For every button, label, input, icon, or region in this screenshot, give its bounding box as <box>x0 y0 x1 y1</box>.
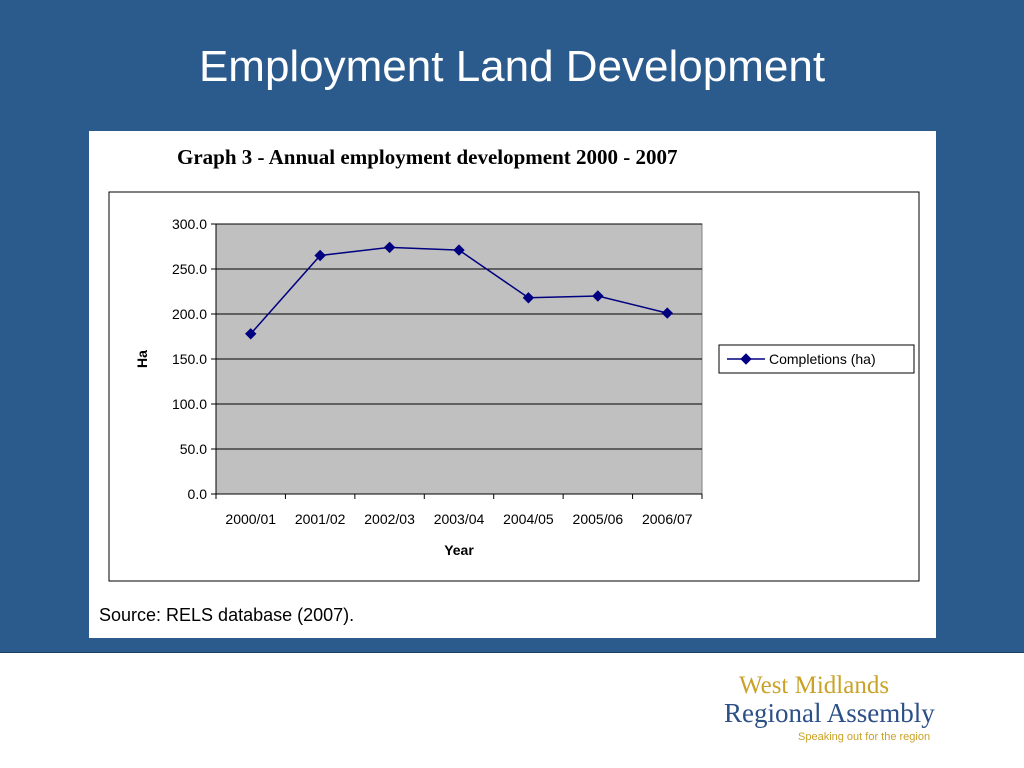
x-tick-label: 2002/03 <box>364 511 415 527</box>
y-tick-label: 300.0 <box>172 216 207 232</box>
y-axis-title: Ha <box>134 350 150 368</box>
x-tick-label: 2000/01 <box>225 511 276 527</box>
x-tick-label: 2006/07 <box>642 511 693 527</box>
data-point <box>314 249 326 262</box>
x-axis-title: Year <box>444 542 474 558</box>
graph-title: Graph 3 - Annual employment development … <box>177 145 678 169</box>
x-tick-label: 2005/06 <box>573 511 624 527</box>
data-point <box>592 290 604 302</box>
data-point <box>522 292 535 304</box>
x-tick-label: 2001/02 <box>295 511 346 527</box>
legend-label: Completions (ha) <box>769 351 876 367</box>
organization-logo: West Midlands Regional Assembly Speaking… <box>724 672 984 752</box>
y-tick-label: 50.0 <box>180 441 207 457</box>
logo-line-2: Regional Assembly <box>724 698 935 728</box>
data-point <box>453 244 465 256</box>
line-chart: 0.0 50.0 100.0 150.0 200.0 250.0 300.0 2000/01 2… <box>108 191 920 582</box>
figure-panel: Graph 3 - Annual employment development … <box>89 131 936 638</box>
logo-tagline: Speaking out for the region <box>798 731 931 743</box>
y-tick-label: 100.0 <box>172 396 207 412</box>
y-tick-label: 0.0 <box>188 486 208 502</box>
legend-marker <box>740 353 752 365</box>
y-tick-label: 250.0 <box>172 261 207 277</box>
slide-title: Employment Land Development <box>198 42 826 91</box>
data-point <box>245 328 257 340</box>
y-tick-label: 150.0 <box>172 351 207 367</box>
logo-line-1: West Midlands <box>739 672 890 699</box>
source-note: Source: RELS database (2007). <box>99 605 355 625</box>
data-point <box>383 241 396 254</box>
y-tick-label: 200.0 <box>172 306 207 322</box>
data-point <box>661 307 673 319</box>
x-tick-label: 2003/04 <box>434 511 485 527</box>
x-tick-label: 2004/05 <box>503 511 554 527</box>
